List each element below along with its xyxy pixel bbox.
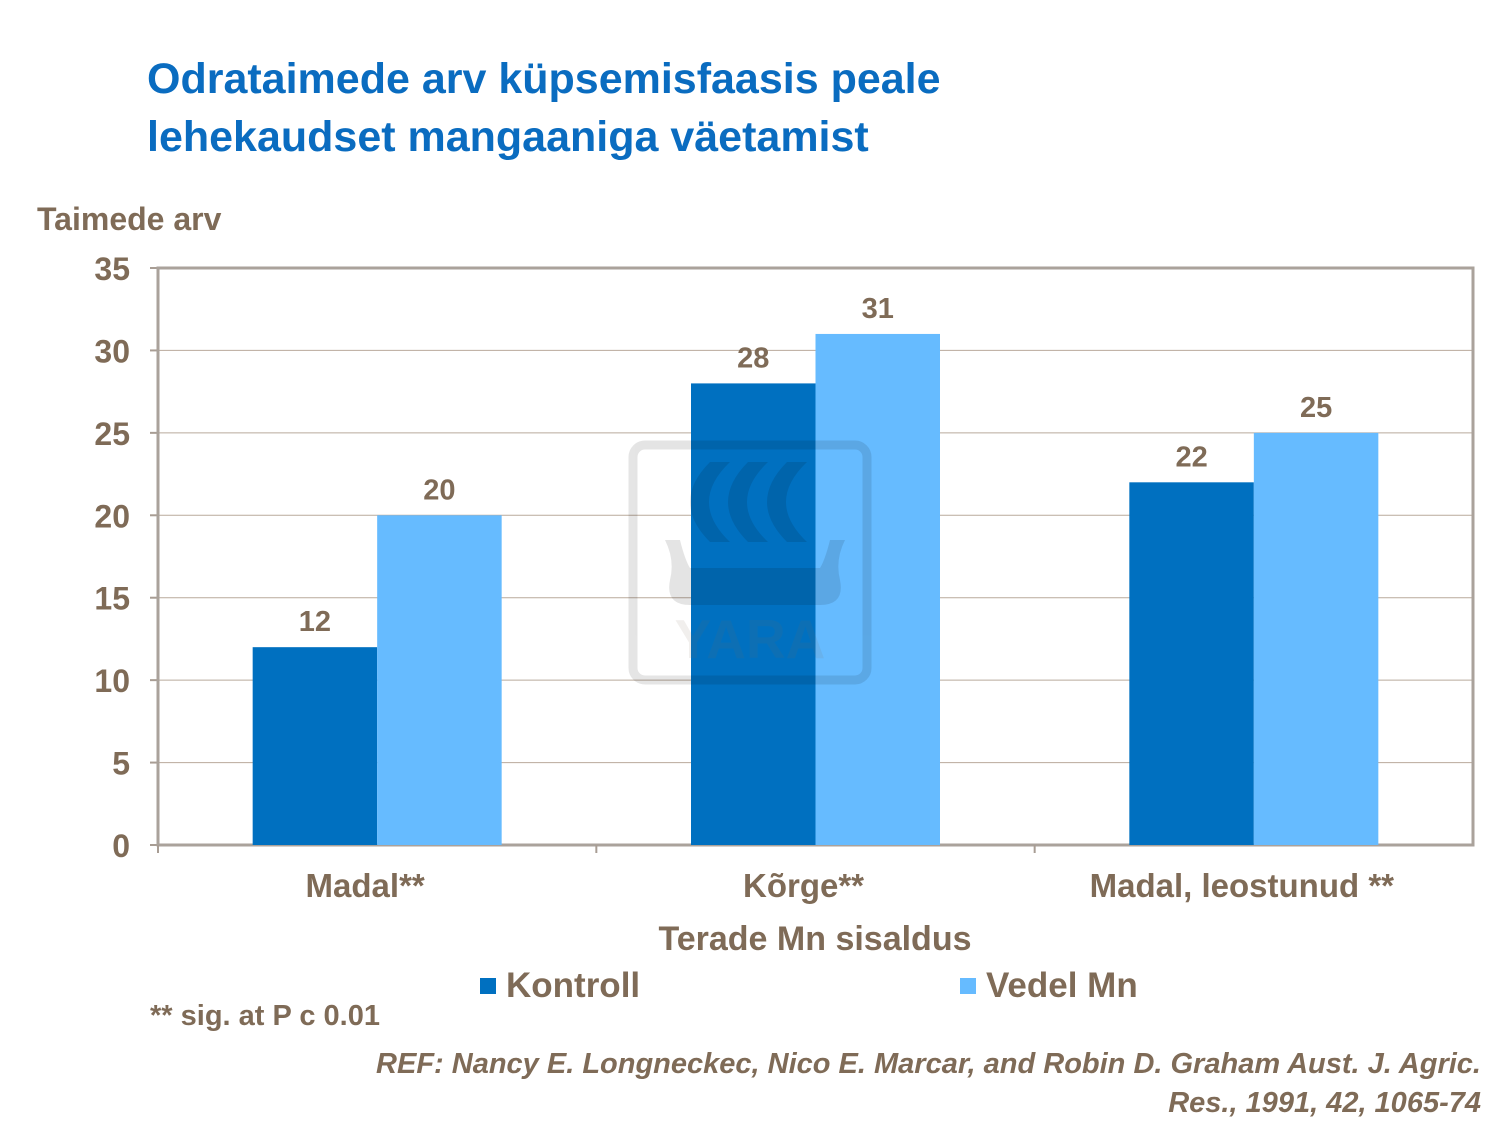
reference-line-2: Res., 1991, 42, 1065-74 xyxy=(1168,1087,1481,1119)
data-label: 20 xyxy=(423,474,455,506)
y-tick-label: 10 xyxy=(94,663,130,699)
bar-vedel-mn xyxy=(1253,432,1379,845)
reference-line-1: REF: Nancy E. Longneckec, Nico E. Marcar… xyxy=(376,1048,1481,1080)
bar-kontroll xyxy=(252,647,378,845)
data-label: 31 xyxy=(862,293,894,325)
legend-item-vedel-mn: Vedel Mn xyxy=(960,966,1138,1006)
y-tick-label: 0 xyxy=(112,828,130,864)
yara-logo-text: YARA xyxy=(675,608,826,670)
x-tick-label: Kõrge** xyxy=(743,867,864,904)
chart-title-line-1: Odrataimede arv küpsemisfaasis peale xyxy=(147,55,941,103)
bar-vedel-mn xyxy=(377,515,502,845)
legend-label-kontroll: Kontroll xyxy=(506,966,641,1005)
data-label: 25 xyxy=(1300,392,1332,424)
bar-kontroll xyxy=(691,383,816,845)
reference: REF: Nancy E. Longneckec, Nico E. Marcar… xyxy=(376,1045,1481,1123)
bar-vedel-mn xyxy=(815,333,940,845)
y-tick-label: 25 xyxy=(94,416,130,452)
chart-title-line-2: lehekaudset mangaaniga väetamist xyxy=(147,113,869,161)
data-label: 28 xyxy=(737,342,769,374)
x-tick-label: Madal** xyxy=(306,867,425,904)
x-tick-label: Madal, leostunud ** xyxy=(1090,867,1395,904)
y-tick-label: 30 xyxy=(94,333,130,369)
x-axis-label: Terade Mn sisaldus xyxy=(658,920,972,958)
chart-title: Odrataimede arv küpsemisfaasis peale leh… xyxy=(147,50,941,166)
bar-kontroll xyxy=(1129,482,1254,845)
y-tick-label: 35 xyxy=(94,251,130,287)
legend-label-vedel-mn: Vedel Mn xyxy=(986,966,1138,1005)
y-axis-label: Taimede arv xyxy=(37,201,222,237)
y-tick-label: 20 xyxy=(94,498,130,534)
data-label: 12 xyxy=(299,606,331,638)
legend-swatch-kontroll xyxy=(480,978,496,994)
legend-item-kontroll: Kontroll xyxy=(480,966,640,1006)
data-label: 22 xyxy=(1175,441,1207,473)
y-tick-label: 15 xyxy=(94,581,130,617)
footnote: ** sig. at P c 0.01 xyxy=(150,1000,380,1032)
y-tick-label: 5 xyxy=(112,746,130,782)
legend-swatch-vedel-mn xyxy=(960,978,976,994)
yara-logo-watermark xyxy=(628,440,872,685)
